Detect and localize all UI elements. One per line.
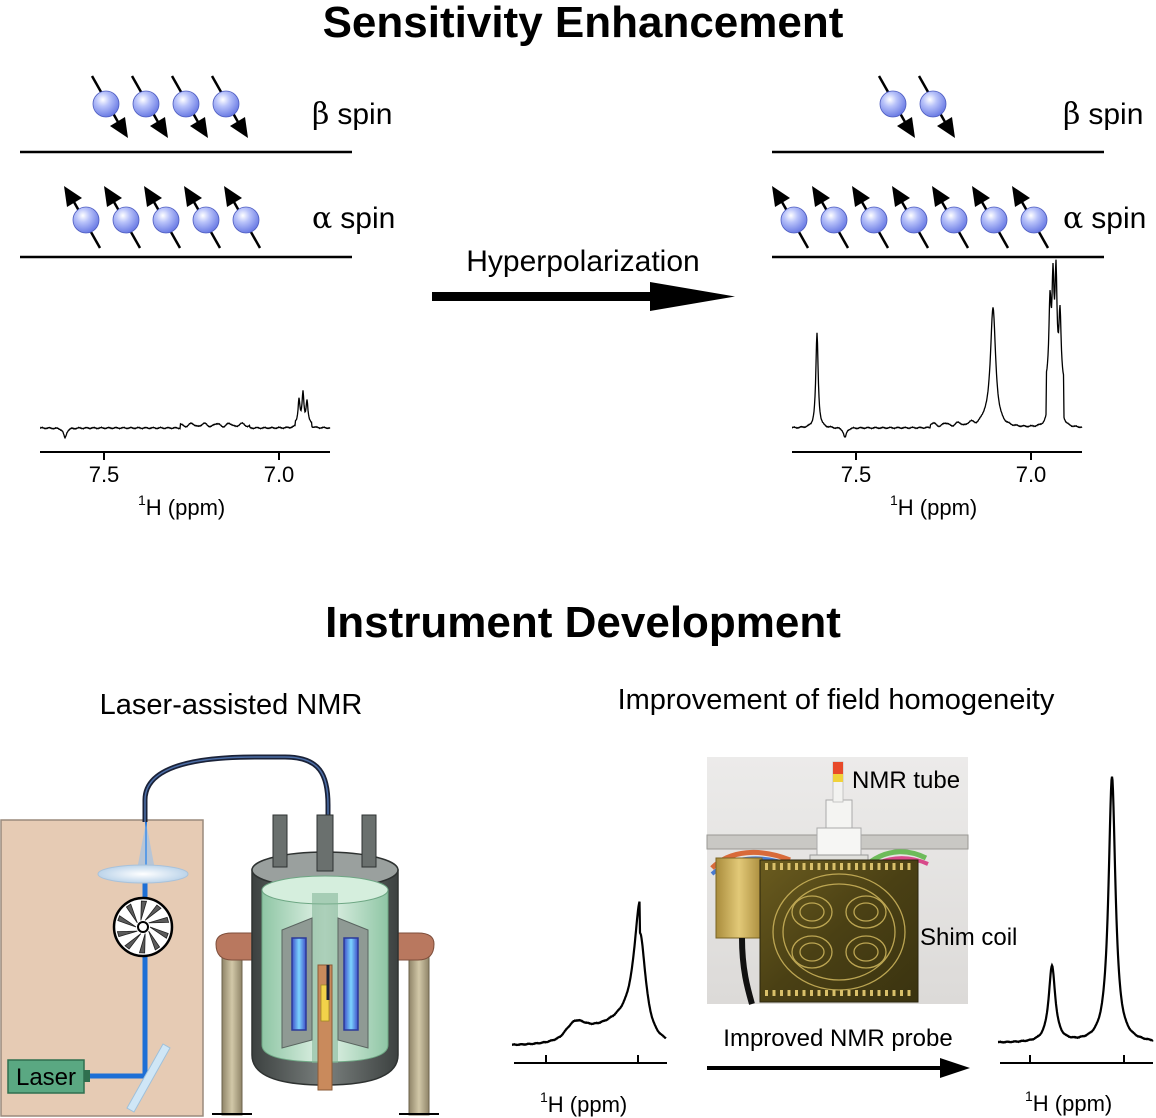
hyperpolarization-arrow [432, 282, 735, 311]
beta-spin [130, 75, 168, 138]
superconducting-coil-left [291, 937, 307, 1031]
alpha-spin [184, 186, 222, 249]
alpha-spin [64, 186, 102, 249]
alpha-spin [932, 186, 970, 249]
hyperpolarization-label: Hyperpolarization [466, 245, 699, 278]
axis-label-1h-ppm: 1H (ppm) [138, 492, 225, 520]
nmr-magnet [212, 814, 439, 1116]
spectrum-broad-peak [511, 901, 667, 1047]
axis-label-1h-ppm: 1H (ppm) [540, 1089, 627, 1117]
sample-tube [320, 984, 330, 1022]
spectrum-axis-broad: 1H (ppm) [514, 1055, 667, 1117]
tick-label-7-0: 7.0 [264, 462, 295, 487]
focusing-lens [97, 864, 189, 884]
alpha-spin [812, 186, 850, 249]
beta-spin [90, 75, 128, 138]
turret-right [361, 814, 377, 868]
tick-label-7-0: 7.0 [1016, 462, 1047, 487]
alpha-spin [972, 186, 1010, 249]
beta-spins-after [877, 75, 955, 138]
magnet-leg-right [408, 954, 430, 1116]
alpha-spin [772, 186, 810, 249]
laser-label: Laser [16, 1064, 76, 1091]
probe-body [317, 964, 333, 1091]
beta-spin [917, 75, 955, 138]
beta-spin-label-after: β spin [1063, 97, 1143, 132]
title-sensitivity-enhancement: Sensitivity Enhancement [323, 0, 844, 47]
alpha-spin [224, 186, 262, 249]
laser-aperture [84, 1070, 90, 1082]
spectrum-after [791, 259, 1083, 438]
spectrum-axis-after: 7.5 7.0 1H (ppm) [792, 451, 1082, 520]
superconducting-coil-right [343, 937, 359, 1031]
spectrum-axis-sharp: 1H (ppm) [1000, 1055, 1153, 1116]
alpha-spin-label-before: α spin [312, 201, 395, 236]
turret-left [272, 814, 288, 868]
axis-label-1h-ppm: 1H (ppm) [1025, 1088, 1112, 1116]
improved-probe-label: Improved NMR probe [723, 1025, 952, 1052]
turret-center [316, 814, 334, 872]
axis-label-1h-ppm: 1H (ppm) [890, 492, 977, 520]
beam-cone [136, 822, 156, 875]
mirror [126, 1043, 171, 1113]
beta-spin [170, 75, 208, 138]
beta-spin-label-before: β spin [312, 97, 392, 132]
alpha-spins-after [772, 186, 1050, 249]
improved-probe-arrow [707, 1058, 970, 1078]
chopper-wheel [112, 896, 174, 958]
alpha-spins-before [64, 186, 262, 249]
shim-coil-photo [706, 757, 969, 1005]
title-instrument-development: Instrument Development [325, 598, 841, 647]
alpha-spin [852, 186, 890, 249]
alpha-spin [1012, 186, 1050, 249]
beta-spins-before [90, 75, 248, 138]
panel-title-field-homogeneity: Improvement of field homogeneity [618, 684, 1055, 716]
optical-fiber-highlight [144, 756, 329, 965]
tick-label-7-5: 7.5 [89, 462, 120, 487]
nmr-tube-label: NMR tube [852, 767, 960, 794]
magnet-leg-left [221, 954, 243, 1116]
spectrum-axis-before: 7.5 7.0 1H (ppm) [40, 451, 330, 520]
alpha-spin [144, 186, 182, 249]
shim-coil-label: Shim coil [920, 924, 1017, 951]
spectrum-sharp-peaks [997, 776, 1154, 1044]
panel-title-laser-nmr: Laser-assisted NMR [100, 689, 363, 721]
spectrum-before [39, 390, 331, 440]
alpha-spin [892, 186, 930, 249]
tick-label-7-5: 7.5 [841, 462, 872, 487]
beta-spin [210, 75, 248, 138]
alpha-spin-label-after: α spin [1063, 201, 1146, 236]
beta-spin [877, 75, 915, 138]
alpha-spin [104, 186, 142, 249]
